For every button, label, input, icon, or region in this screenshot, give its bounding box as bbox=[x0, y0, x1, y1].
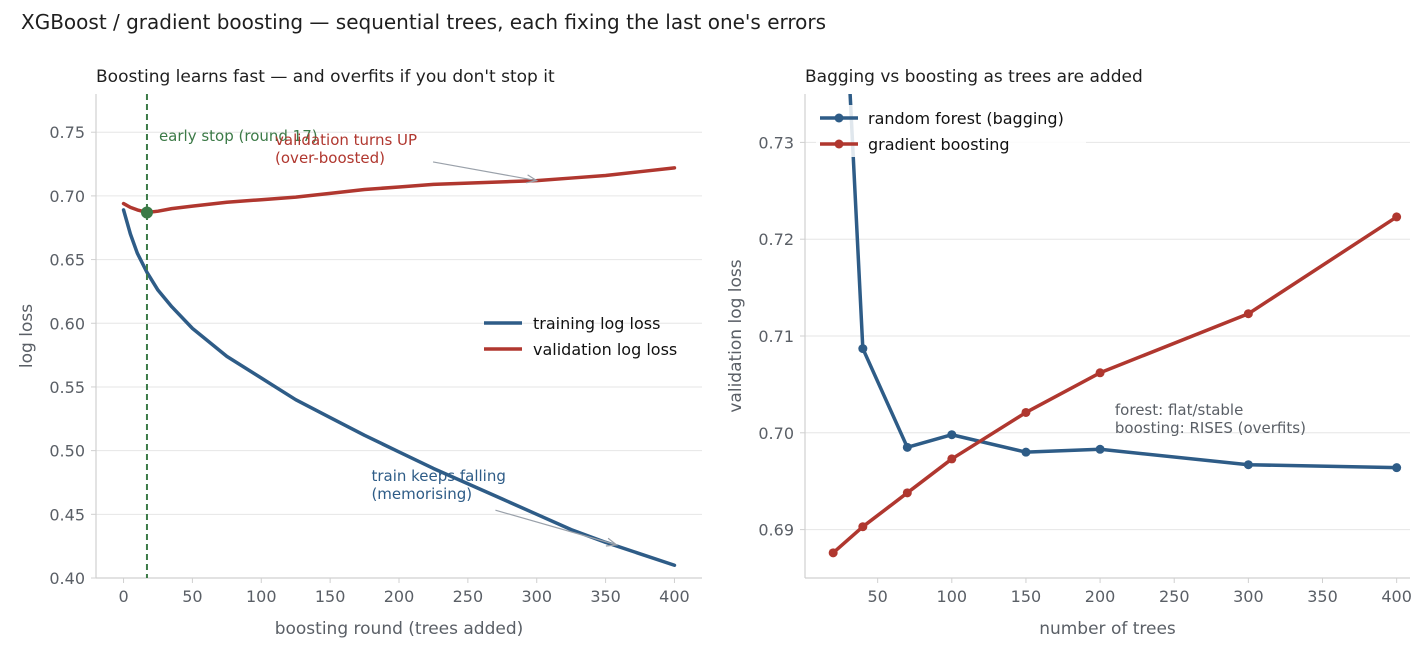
gradient-boosting-point bbox=[1021, 407, 1031, 417]
right-x-tick-label: 350 bbox=[1307, 587, 1338, 606]
right-y-tick-label: 0.72 bbox=[758, 230, 794, 249]
left-x-tick-label: 350 bbox=[590, 587, 621, 606]
random-forest-point bbox=[1392, 463, 1402, 473]
training-loss-line bbox=[121, 208, 677, 568]
early-stop-marker bbox=[140, 206, 153, 219]
left-x-tick-label: 150 bbox=[315, 587, 346, 606]
right-x-tick-label: 50 bbox=[867, 587, 887, 606]
annotation-arrowhead bbox=[605, 537, 619, 547]
legend-background bbox=[816, 105, 1086, 157]
legend-label: random forest (bagging) bbox=[868, 109, 1064, 128]
random-forest-point bbox=[858, 344, 868, 354]
gradient-boosting-point bbox=[828, 548, 838, 558]
right-x-tick-label: 200 bbox=[1085, 587, 1116, 606]
right-x-axis-label: number of trees bbox=[1039, 619, 1176, 639]
random-forest-point bbox=[1243, 460, 1253, 470]
random-forest-line bbox=[848, 94, 1397, 470]
left-y-tick-label: 0.40 bbox=[49, 569, 85, 588]
left-x-tick-label: 250 bbox=[453, 587, 484, 606]
boosting-loss-chart: 0 50 100 150 200 250 300 350 400 0.40 0.45 0.50 0.55… bbox=[17, 67, 702, 639]
annotation-arrowhead bbox=[526, 174, 539, 184]
right-y-tick-label: 0.73 bbox=[758, 133, 794, 152]
figure-title: XGBoost / gradient boosting — sequential… bbox=[21, 10, 827, 34]
random-forest-point bbox=[902, 442, 912, 452]
validation-annotation: validation turns UP (over-boosted) bbox=[275, 131, 417, 167]
right-y-tick-label: 0.69 bbox=[758, 521, 794, 540]
gradient-boosting-point bbox=[947, 454, 957, 464]
annotation-arrow bbox=[495, 509, 617, 546]
right-title: Bagging vs boosting as trees are added bbox=[805, 67, 1143, 87]
right-x-tick-label: 250 bbox=[1159, 587, 1190, 606]
left-y-tick-label: 0.55 bbox=[49, 378, 85, 397]
gradient-boosting-point bbox=[1095, 368, 1105, 378]
legend-label: training log loss bbox=[533, 314, 660, 333]
left-y-tick-label: 0.45 bbox=[49, 505, 85, 524]
left-x-tick-label: 400 bbox=[659, 587, 690, 606]
left-x-axis-label: boosting round (trees added) bbox=[275, 619, 524, 639]
left-y-tick-label: 0.75 bbox=[49, 123, 85, 142]
left-x-tick-label: 0 bbox=[118, 587, 128, 606]
right-x-tick-label: 150 bbox=[1011, 587, 1042, 606]
left-x-tick-label: 100 bbox=[246, 587, 277, 606]
random-forest-point bbox=[1021, 447, 1031, 457]
right-y-axis-label: validation log loss bbox=[726, 259, 746, 412]
left-x-tick-label: 200 bbox=[384, 587, 415, 606]
right-x-tick-label: 300 bbox=[1233, 587, 1264, 606]
gradient-boosting-point bbox=[1392, 212, 1402, 222]
left-y-tick-label: 0.50 bbox=[49, 442, 85, 461]
left-x-tick-label: 300 bbox=[521, 587, 552, 606]
legend-marker bbox=[834, 139, 844, 149]
gradient-boosting-point bbox=[858, 522, 868, 532]
gradient-boosting-point bbox=[1243, 309, 1253, 319]
left-y-tick-label: 0.70 bbox=[49, 187, 85, 206]
left-y-tick-label: 0.65 bbox=[49, 251, 85, 270]
left-x-tick-label: 50 bbox=[182, 587, 202, 606]
gradient-boosting-line bbox=[832, 215, 1398, 555]
right-y-tick-label: 0.70 bbox=[758, 424, 794, 443]
random-forest-point bbox=[947, 430, 957, 440]
right-x-tick-label: 100 bbox=[937, 587, 968, 606]
right-y-tick-label: 0.71 bbox=[758, 327, 794, 346]
left-title: Boosting learns fast — and overfits if y… bbox=[96, 67, 555, 87]
comparison-annotation: forest: flat/stable boosting: RISES (over… bbox=[1115, 401, 1306, 437]
legend-marker bbox=[834, 113, 844, 123]
left-y-axis-label: log loss bbox=[17, 304, 37, 368]
legend-label: validation log loss bbox=[533, 340, 677, 359]
annotation-arrow bbox=[432, 161, 537, 182]
random-forest-point bbox=[1095, 444, 1105, 454]
left-y-tick-label: 0.60 bbox=[49, 314, 85, 333]
legend-label: gradient boosting bbox=[868, 135, 1010, 154]
train-annotation: train keeps falling (memorising) bbox=[371, 467, 505, 503]
right-x-tick-label: 400 bbox=[1381, 587, 1412, 606]
gradient-boosting-point bbox=[902, 488, 912, 498]
early-stop-label: early stop (round 17) bbox=[159, 127, 318, 145]
